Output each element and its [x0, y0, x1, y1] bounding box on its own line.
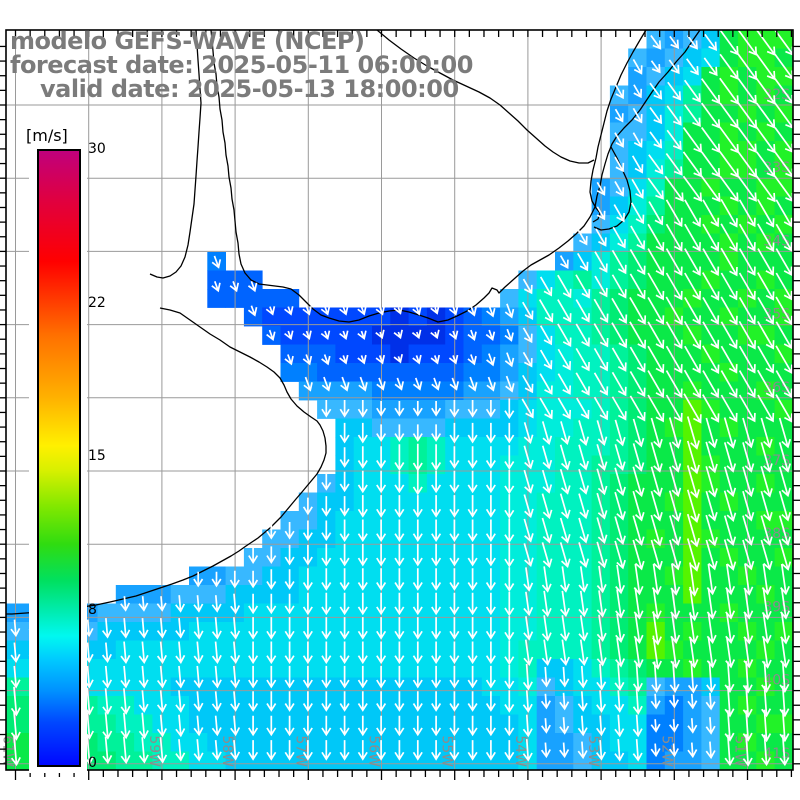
colorbar-unit-label: [m/s] [26, 126, 68, 145]
colorbar-tick-8: 8 [88, 601, 97, 618]
forecast-date-label: forecast date: 2025-05-11 06:00:00 [10, 51, 473, 79]
lat-label-41S: 41S [763, 746, 790, 762]
map-frame [5, 29, 794, 771]
lon-label-54W: 54W [512, 735, 528, 767]
lon-label-51W: 51W [732, 735, 748, 767]
colorbar-gradient [37, 149, 81, 767]
direction-arrow-field [10, 28, 794, 767]
coastline [6, 29, 701, 615]
colorbar-tick-0: 0 [88, 755, 97, 771]
lon-label-56W: 56W [366, 735, 382, 767]
colorbar-tick-15: 15 [88, 448, 106, 464]
lon-label-55W: 55W [439, 735, 455, 767]
colorbar-tick-22: 22 [88, 294, 106, 311]
lon-label-58W: 58W [219, 735, 235, 767]
axis-tick-marks [0, 30, 800, 780]
model-title: modelo GEFS-WAVE (NCEP) [10, 27, 365, 55]
colorbar-tick-30: 30 [88, 141, 106, 157]
valid-date-label: valid date: 2025-05-13 18:00:00 [40, 75, 459, 103]
lon-label-59W: 59W [146, 735, 162, 767]
lon-label-53W: 53W [585, 735, 601, 767]
lon-label-57W: 57W [292, 735, 308, 767]
lat-label-40S: 40S [763, 673, 790, 689]
lon-label-52W: 52W [658, 735, 674, 767]
lon-label-61W: 61W [0, 735, 16, 767]
